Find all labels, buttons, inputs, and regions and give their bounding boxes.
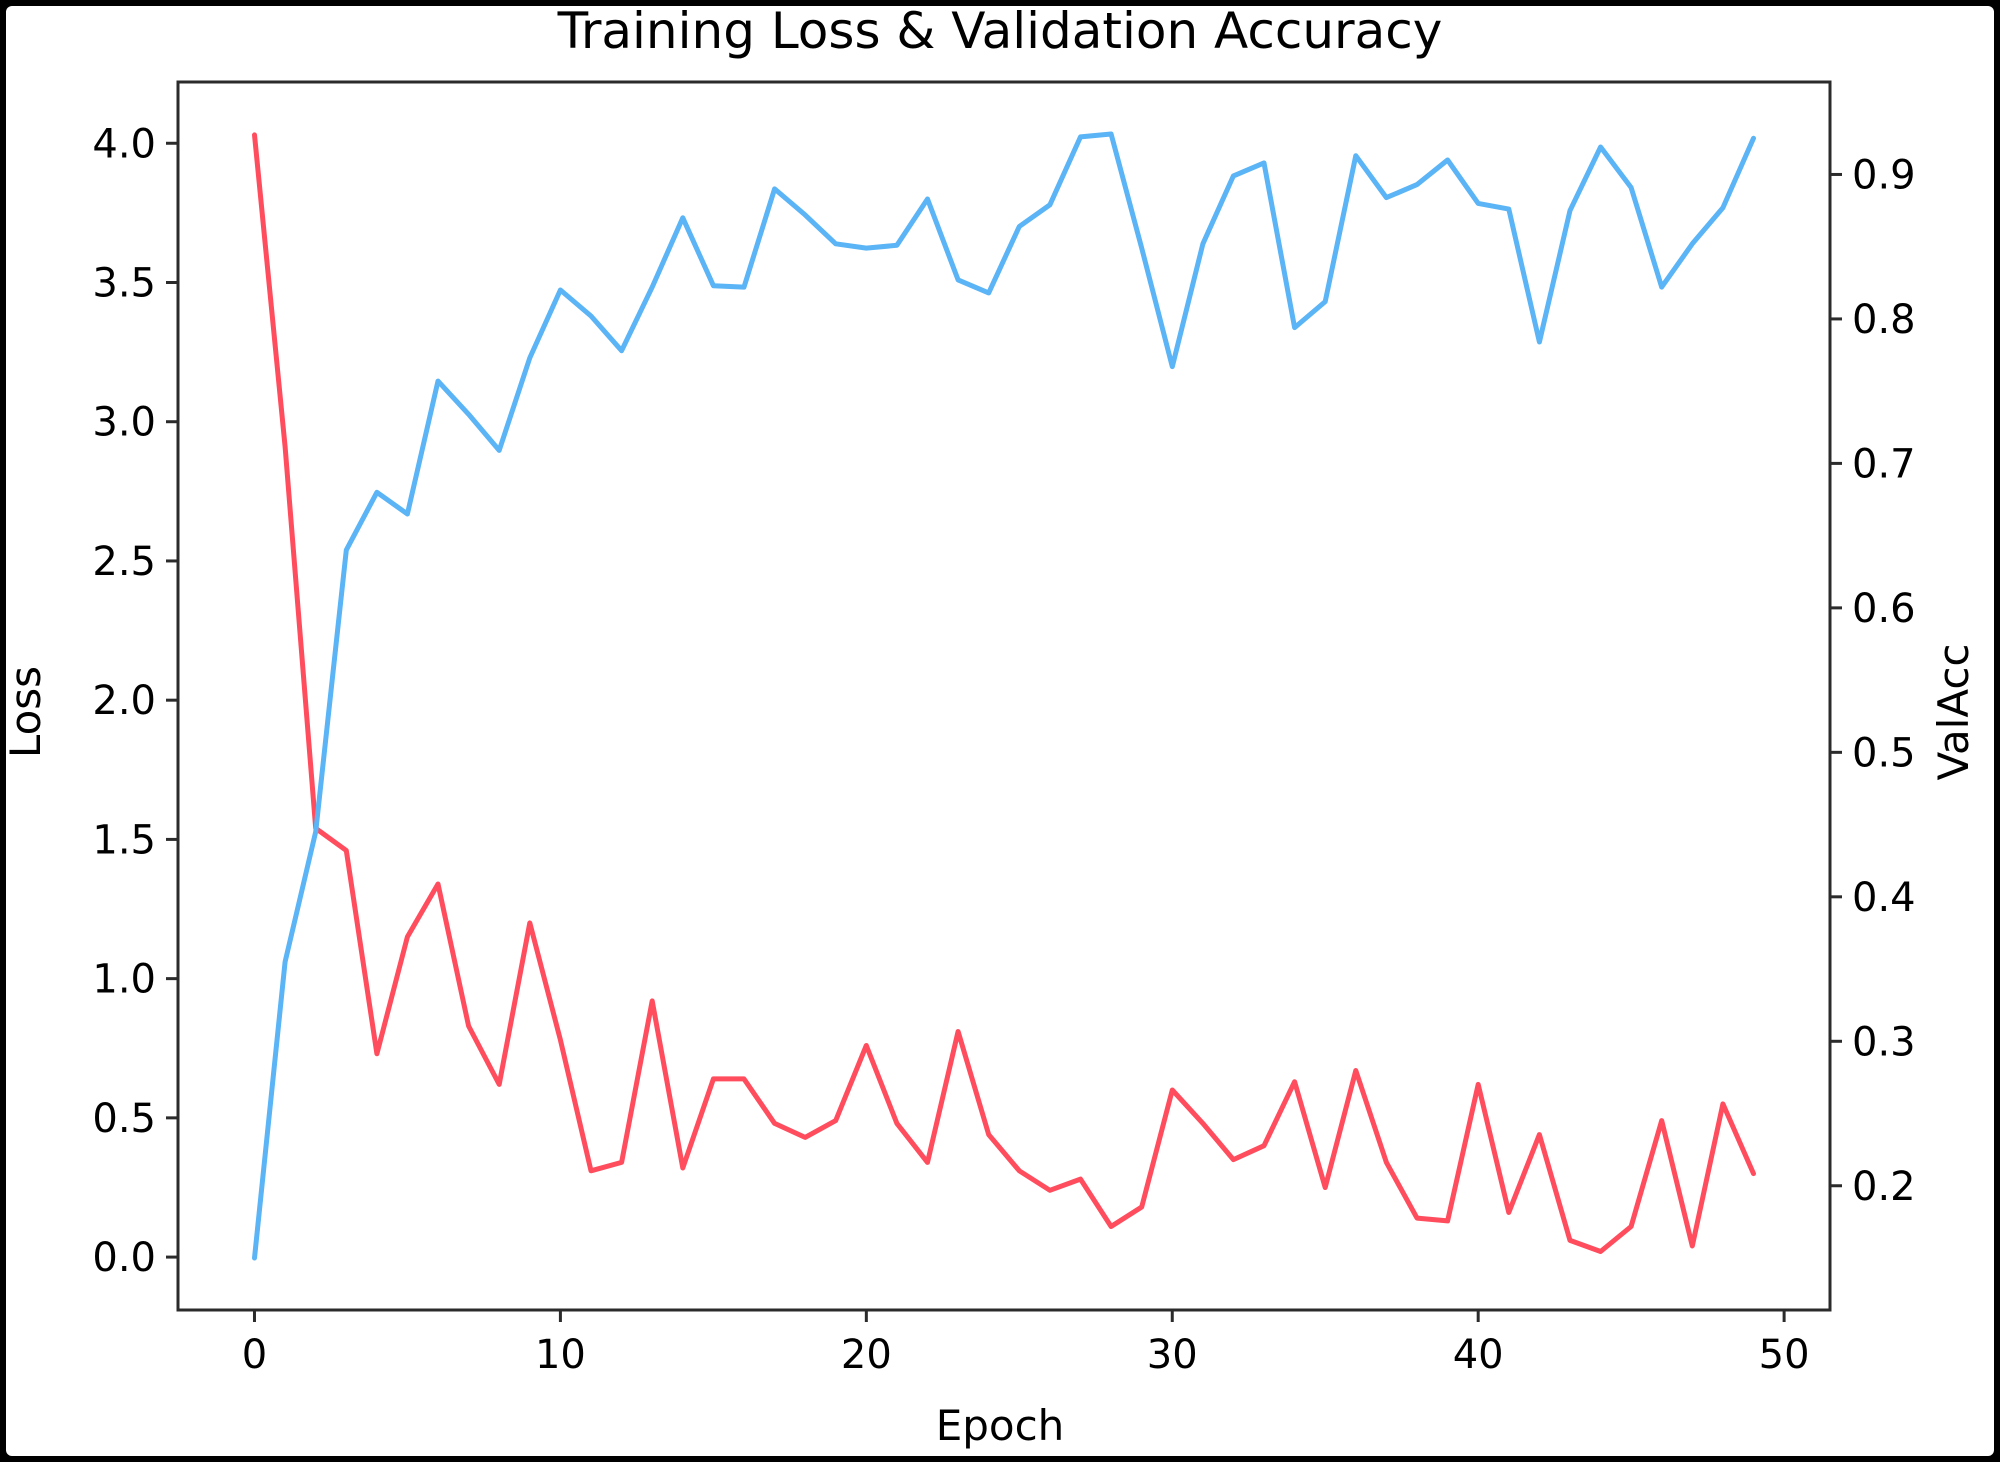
right-y-tick-label: 0.5 [1852,730,1916,776]
left-y-tick-label: 2.0 [92,678,156,724]
axes-frame [176,80,1832,1312]
right-y-tick-label: 0.9 [1852,152,1916,198]
x-tick-label: 20 [841,1332,892,1378]
left-y-tick-label: 0.0 [92,1235,156,1281]
chart-frame [6,6,1994,1456]
x-tick-label: 10 [535,1332,586,1378]
left-y-tick-label: 2.5 [92,539,156,585]
left-y-tick-label: 3.5 [92,260,156,306]
x-axis-title: Epoch [936,1401,1065,1450]
right-y-tick-label: 0.2 [1852,1164,1916,1210]
x-tick-label: 40 [1453,1332,1504,1378]
right-y-tick-label: 0.8 [1852,297,1916,343]
left-y-tick-label: 0.5 [92,1096,156,1142]
right-y-tick-label: 0.4 [1852,875,1916,921]
right-y-tick-label: 0.3 [1852,1019,1916,1065]
left-y-tick-label: 1.0 [92,957,156,1003]
x-tick-label: 30 [1147,1332,1198,1378]
series-line-valacc [252,131,1756,1261]
x-axis: 0 10 20 30 40 50 [242,1310,1810,1378]
right-y-axis-title: ValAcc [1929,643,1978,780]
x-tick-label: 0 [242,1332,267,1378]
left-y-tick-label: 1.5 [92,817,156,863]
series-line-loss [252,132,1756,1254]
left-y-axis: 0.0 0.5 1.0 1.5 2.0 2.5 3.0 3.5 4.0 [92,121,178,1281]
left-y-tick-label: 3.0 [92,400,156,446]
chart-title: Training Loss & Validation Accuracy [557,2,1443,60]
right-y-tick-label: 0.6 [1852,586,1916,632]
left-y-axis-title: Loss [1,666,50,758]
plot-area [252,131,1756,1261]
right-y-tick-label: 0.7 [1852,441,1916,487]
right-y-axis: 0.2 0.3 0.4 0.5 0.6 0.7 0.8 0.9 [1830,152,1916,1210]
left-y-tick-label: 4.0 [92,121,156,167]
x-tick-label: 50 [1759,1332,1810,1378]
